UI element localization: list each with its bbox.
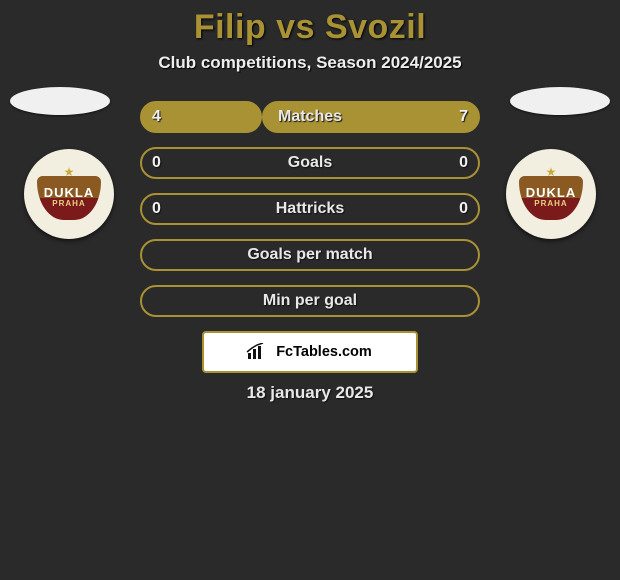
stat-row: 47Matches [140,101,480,133]
stat-bar-left [140,239,480,271]
stat-bar-left [140,285,480,317]
stat-row: Min per goal [140,285,480,317]
stat-row: Goals per match [140,239,480,271]
stat-value-right: 7 [459,108,468,126]
stat-bar-right [262,101,480,133]
crest-text-2: PRAHA [534,199,567,209]
player2-name: Svozil [325,8,426,46]
page-title: Filip vs Svozil [0,8,620,47]
crest-text-1: DUKLA [526,186,577,199]
player2-avatar-placeholder [510,87,610,115]
crest-text-2: PRAHA [52,199,85,209]
stats-area: ★ DUKLA PRAHA ★ DUKLA PRAHA 47Matches00G… [0,101,620,403]
brand-footer-box: FcTables.com [202,331,418,373]
stat-value-right: 0 [459,154,468,172]
stat-value-left: 4 [152,108,161,126]
brand-label: FcTables.com [274,344,374,360]
club-crest-icon: ★ DUKLA PRAHA [516,166,586,222]
stat-bar-left [140,193,480,225]
club-crest-icon: ★ DUKLA PRAHA [34,166,104,222]
player2-club-badge: ★ DUKLA PRAHA [506,149,596,239]
stat-rows: 47Matches00Goals00HattricksGoals per mat… [140,101,480,317]
comparison-card: Filip vs Svozil Club competitions, Seaso… [0,0,620,403]
shield-icon: DUKLA PRAHA [519,176,583,220]
stat-value-right: 0 [459,200,468,218]
chart-icon [246,343,268,361]
vs-label: vs [276,8,315,46]
crest-text-1: DUKLA [44,186,95,199]
stat-value-left: 0 [152,200,161,218]
player1-club-badge: ★ DUKLA PRAHA [24,149,114,239]
stat-value-left: 0 [152,154,161,172]
player1-name: Filip [194,8,266,46]
player1-avatar-placeholder [10,87,110,115]
shield-icon: DUKLA PRAHA [37,176,101,220]
stat-row: 00Goals [140,147,480,179]
date-label: 18 january 2025 [0,383,620,403]
stat-bar-left [140,147,480,179]
stat-row: 00Hattricks [140,193,480,225]
subtitle: Club competitions, Season 2024/2025 [0,53,620,73]
